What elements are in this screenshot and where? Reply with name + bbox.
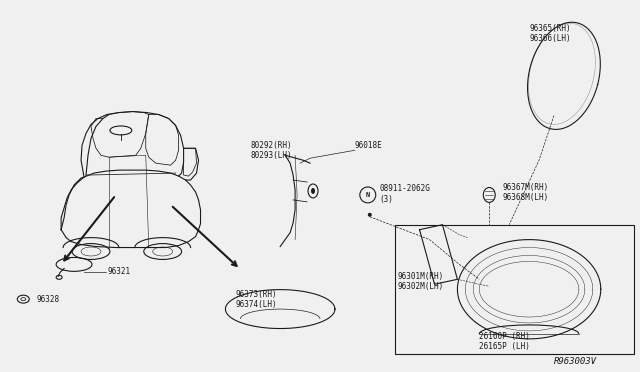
Text: 96373(RH): 96373(RH) [236,290,277,299]
Bar [395,225,634,354]
Text: 96301M(RH): 96301M(RH) [397,272,444,281]
Text: 96018E: 96018E [355,141,383,150]
Text: (3): (3) [380,195,394,204]
Text: 80292(RH): 80292(RH) [250,141,292,150]
Text: 96302M(LH): 96302M(LH) [397,282,444,291]
Text: 08911-2062G: 08911-2062G [380,184,431,193]
Text: 96374(LH): 96374(LH) [236,300,277,309]
Text: R963003V: R963003V [554,357,597,366]
Text: 26165P (LH): 26165P (LH) [479,342,530,351]
Text: 96321: 96321 [108,267,131,276]
Text: N: N [365,192,370,198]
Text: 96366(LH): 96366(LH) [529,34,571,43]
Ellipse shape [368,213,372,217]
Text: 80293(LH): 80293(LH) [250,151,292,160]
Ellipse shape [311,188,315,194]
Text: 96328: 96328 [36,295,60,304]
Text: 26160P (RH): 26160P (RH) [479,332,530,341]
Text: 96365(RH): 96365(RH) [529,24,571,33]
Text: 96367M(RH): 96367M(RH) [502,183,548,192]
Text: 96368M(LH): 96368M(LH) [502,193,548,202]
